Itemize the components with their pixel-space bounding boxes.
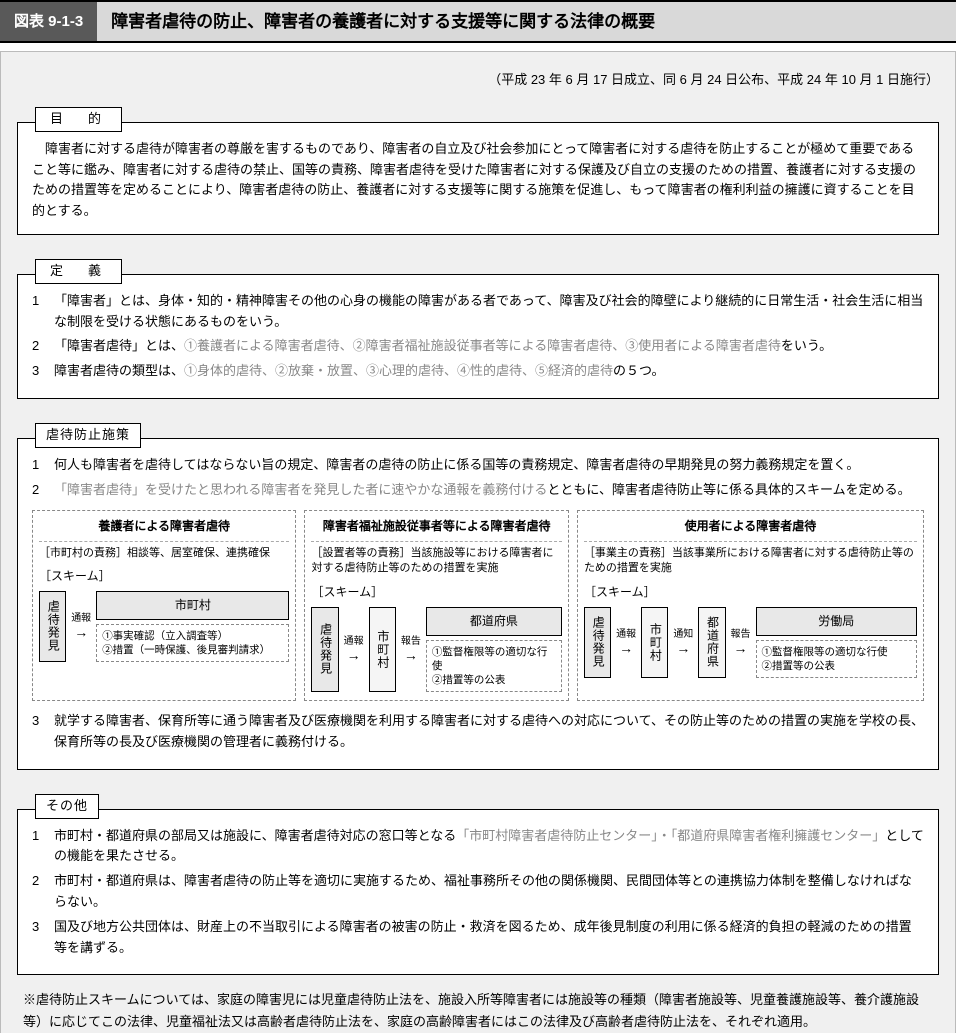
arrow: 報告 → [731,607,751,679]
section-other: その他 1 市町村・都道府県の部局又は施設に、障害者虐待対応の窓口等となる「市町… [17,784,939,976]
arrow: 通知 → [673,607,693,679]
list-item: 2 市町村・都道府県は、障害者虐待の防止等を適切に実施するため、福祉事務所その他… [32,871,924,913]
node-prefecture: 都道府県 [698,607,725,679]
figure-title: 障害者虐待の防止、障害者の養護者に対する支援等に関する法律の概要 [97,2,956,41]
scheme-detail: ①事実確認（立入調査等） ②措置（一時保護、後見審判請求） [96,624,289,662]
section-label-measures: 虐待防止施策 [35,423,141,448]
node-discover: 虐待発見 [311,607,338,693]
measures-list-cont: 3 就学する障害者、保育所等に通う障害者及び医療機関を利用する障害者に対する虐待… [32,711,924,753]
scheme-detail: ①監督権限等の適切な行使 ②措置等の公表 [426,640,562,693]
arrow-icon: → [74,625,88,639]
node-discover: 虐待発見 [584,607,611,679]
item-body: 障害者虐待の類型は、①身体的虐待、②放棄・放置、③心理的虐待、④性的虐待、⑤経済… [54,361,924,382]
scheme-duty: ［市町村の責務］相談等、居室確保、連携確保 [39,546,289,562]
section-definition: 定 義 1 「障害者」とは、身体・知的・精神障害その他の心身の機能の障害がある者… [17,249,939,399]
arrow: 通報 → [344,607,364,693]
scheme-duty: ［設置者等の責務］当該施設等における障害者に対する虐待防止等のための措置を実施 [311,546,561,578]
item-number: 3 [32,361,54,382]
scheme-flow: 虐待発見 通報 → 市町村 通知 → 都道府県 [584,607,917,679]
scheme-row: 養護者による障害者虐待 ［市町村の責務］相談等、居室確保、連携確保 ［スキーム］… [32,510,924,701]
item-number: 2 [32,336,54,357]
scheme-detail: ①監督権限等の適切な行使 ②措置等の公表 [756,640,918,678]
node-municipality: 市町村 [369,607,396,693]
list-item: 1 何人も障害者を虐待してはならない旨の規定、障害者の虐待の防止に係る国等の責務… [32,455,924,476]
scheme-employer: 使用者による障害者虐待 ［事業主の責務］当該事業所における障害者に対する虐待防止… [577,510,924,701]
list-item: 1 市町村・都道府県の部局又は施設に、障害者虐待対応の窓口等となる「市町村障害者… [32,826,924,868]
item-body: 「障害者」とは、身体・知的・精神障害その他の心身の機能の障害がある者であって、障… [54,291,924,333]
item-number: 3 [32,917,54,959]
item-number: 3 [32,711,54,753]
scheme-label: ［スキーム］ [311,583,561,602]
item-body: 何人も障害者を虐待してはならない旨の規定、障害者の虐待の防止に係る国等の責務規定… [54,455,924,476]
scheme-flow: 虐待発見 通報 → 市町村 報告 → 都道府県 [311,607,561,693]
arrow: 報告 → [401,607,421,693]
title-bar: 図表 9-1-3 障害者虐待の防止、障害者の養護者に対する支援等に関する法律の概… [0,0,956,43]
figure-number-badge: 図表 9-1-3 [0,2,97,41]
arrow-icon: → [619,641,633,655]
scheme-caregiver: 養護者による障害者虐待 ［市町村の責務］相談等、居室確保、連携確保 ［スキーム］… [32,510,296,701]
list-item: 3 国及び地方公共団体は、財産上の不当取引による障害者の被害の防止・救済を図るた… [32,917,924,959]
item-body: 国及び地方公共団体は、財産上の不当取引による障害者の被害の防止・救済を図るため、… [54,917,924,959]
section-label-purpose: 目 的 [35,107,122,132]
item-number: 1 [32,455,54,476]
node-labor-bureau: 労働局 [756,607,918,636]
list-item: 2 「障害者虐待」とは、①養護者による障害者虐待、②障害者福祉施設従事者等による… [32,336,924,357]
section-box-other: 1 市町村・都道府県の部局又は施設に、障害者虐待対応の窓口等となる「市町村障害者… [17,809,939,976]
node-municipality: 市町村 [96,591,289,620]
arrow: 通報 → [71,591,91,663]
section-label-other: その他 [35,794,99,819]
item-number: 1 [32,826,54,868]
list-item: 1 「障害者」とは、身体・知的・精神障害その他の心身の機能の障害がある者であって… [32,291,924,333]
node-municipality: 市町村 [641,607,668,679]
node-discover: 虐待発見 [39,591,66,663]
scheme-head: 障害者福祉施設従事者等による障害者虐待 [311,517,561,541]
definition-list: 1 「障害者」とは、身体・知的・精神障害その他の心身の機能の障害がある者であって… [32,291,924,382]
page: 図表 9-1-3 障害者虐待の防止、障害者の養護者に対する支援等に関する法律の概… [0,0,956,1033]
item-body: 市町村・都道府県は、障害者虐待の防止等を適切に実施するため、福祉事務所その他の関… [54,871,924,913]
scheme-head: 養護者による障害者虐待 [39,517,289,541]
section-label-definition: 定 義 [35,259,122,284]
scheme-head: 使用者による障害者虐待 [584,517,917,541]
measures-list: 1 何人も障害者を虐待してはならない旨の規定、障害者の虐待の防止に係る国等の責務… [32,455,924,501]
section-box-definition: 1 「障害者」とは、身体・知的・精神障害その他の心身の機能の障害がある者であって… [17,274,939,399]
section-box-purpose: 障害者に対する虐待が障害者の尊厳を害するものであり、障害者の自立及び社会参加にと… [17,122,939,235]
scheme-label: ［スキーム］ [39,567,289,586]
item-number: 1 [32,291,54,333]
arrow-icon: → [734,641,748,655]
arrow-icon: → [404,648,418,662]
item-body: 「障害者虐待」とは、①養護者による障害者虐待、②障害者福祉施設従事者等による障害… [54,336,924,357]
section-box-measures: 1 何人も障害者を虐待してはならない旨の規定、障害者の虐待の防止に係る国等の責務… [17,438,939,770]
list-item: 3 就学する障害者、保育所等に通う障害者及び医療機関を利用する障害者に対する虐待… [32,711,924,753]
arrow-icon: → [676,641,690,655]
list-item: 2 「障害者虐待」を受けたと思われる障害者を発見した者に速やかな通報を義務付ける… [32,480,924,501]
scheme-flow: 虐待発見 通報 → 市町村 ①事実確認（立入調査等） ②措置（一時保護、後見審判… [39,591,289,663]
section-measures: 虐待防止施策 1 何人も障害者を虐待してはならない旨の規定、障害者の虐待の防止に… [17,413,939,770]
item-number: 2 [32,480,54,501]
purpose-text: 障害者に対する虐待が障害者の尊厳を害するものであり、障害者の自立及び社会参加にと… [32,139,924,222]
scheme-duty: ［事業主の責務］当該事業所における障害者に対する虐待防止等のための措置を実施 [584,546,917,578]
other-list: 1 市町村・都道府県の部局又は施設に、障害者虐待対応の窓口等となる「市町村障害者… [32,826,924,959]
item-number: 2 [32,871,54,913]
arrow-icon: → [347,648,361,662]
item-body: 就学する障害者、保育所等に通う障害者及び医療機関を利用する障害者に対する虐待への… [54,711,924,753]
item-body: 「障害者虐待」を受けたと思われる障害者を発見した者に速やかな通報を義務付けるとと… [54,480,924,501]
list-item: 3 障害者虐待の類型は、①身体的虐待、②放棄・放置、③心理的虐待、④性的虐待、⑤… [32,361,924,382]
node-prefecture: 都道府県 [426,607,562,636]
item-body: 市町村・都道府県の部局又は施設に、障害者虐待対応の窓口等となる「市町村障害者虐待… [54,826,924,868]
scheme-facility: 障害者福祉施設従事者等による障害者虐待 ［設置者等の責務］当該施設等における障害… [304,510,568,701]
scheme-label: ［スキーム］ [584,583,917,602]
content-frame: （平成 23 年 6 月 17 日成立、同 6 月 24 日公布、平成 24 年… [0,51,956,1033]
section-purpose: 目 的 障害者に対する虐待が障害者の尊厳を害するものであり、障害者の自立及び社会… [17,97,939,235]
arrow: 通報 → [616,607,636,679]
enactment-dates: （平成 23 年 6 月 17 日成立、同 6 月 24 日公布、平成 24 年… [17,70,939,91]
